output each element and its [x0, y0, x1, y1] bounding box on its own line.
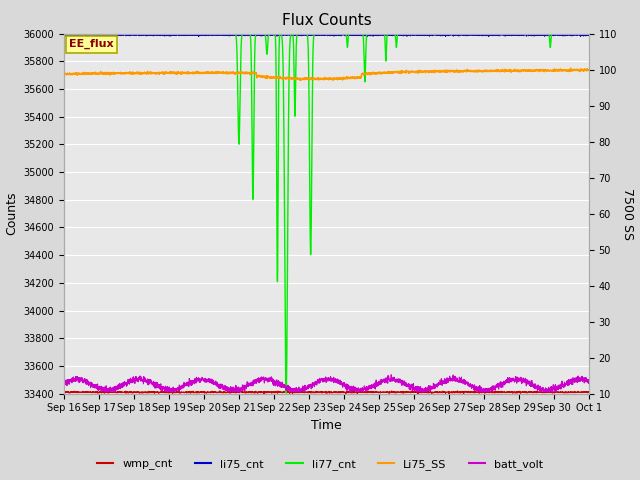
- Y-axis label: 7500 SS: 7500 SS: [621, 188, 634, 240]
- Title: Flux Counts: Flux Counts: [282, 13, 371, 28]
- Y-axis label: Counts: Counts: [5, 192, 18, 235]
- Legend: wmp_cnt, li75_cnt, li77_cnt, Li75_SS, batt_volt: wmp_cnt, li75_cnt, li77_cnt, Li75_SS, ba…: [92, 455, 548, 474]
- Text: EE_flux: EE_flux: [69, 39, 114, 49]
- X-axis label: Time: Time: [311, 419, 342, 432]
